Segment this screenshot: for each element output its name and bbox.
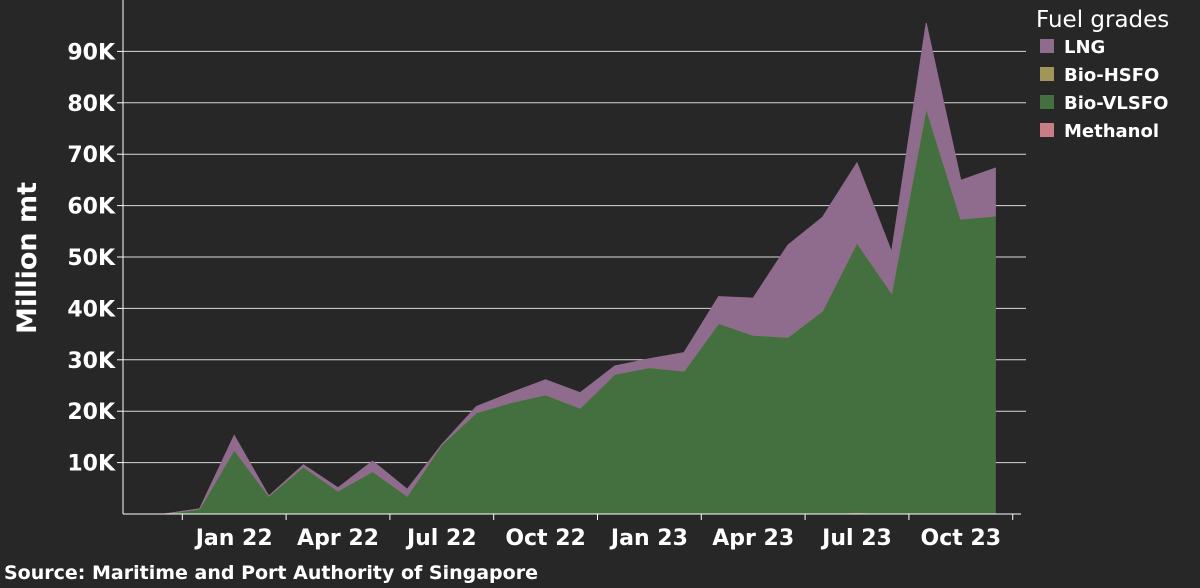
y-tick-label: 50K xyxy=(67,246,116,271)
area-lng xyxy=(164,22,996,515)
y-tick-label: 90K xyxy=(67,40,116,65)
y-axis-title: Million mt xyxy=(12,182,43,334)
x-tick-label: Apr 23 xyxy=(712,526,794,551)
x-tick-label: Jul 23 xyxy=(820,526,892,551)
y-tick-label: 70K xyxy=(67,143,116,168)
legend-title: Fuel grades xyxy=(1036,7,1169,33)
legend-swatch xyxy=(1040,95,1054,109)
x-tick-label: Jul 22 xyxy=(405,526,477,551)
axes: 10K 20K 30K 40K 50K 60K 70K 80K 90K Jan 22 Apr 22 J… xyxy=(67,0,1021,551)
legend-swatch xyxy=(1040,67,1054,81)
legend-swatch xyxy=(1040,123,1054,137)
legend-entry: LNG xyxy=(1064,37,1105,58)
legend-swatch xyxy=(1040,39,1054,53)
gridlines xyxy=(123,50,1026,464)
y-tick-label: 20K xyxy=(67,400,116,425)
y-tick-label: 60K xyxy=(67,195,116,220)
legend-entry: Bio-HSFO xyxy=(1064,65,1159,86)
legend-entry: Bio-VLSFO xyxy=(1064,93,1168,114)
y-tick-label: 30K xyxy=(67,349,116,374)
x-tick-label: Jan 23 xyxy=(609,526,688,551)
y-tick-label: 80K xyxy=(67,92,116,117)
x-tick-label: Apr 22 xyxy=(297,526,379,551)
area-bio-vlsfo xyxy=(164,107,996,515)
legend-entry: Methanol xyxy=(1064,121,1159,142)
y-tick-label: 10K xyxy=(67,452,116,477)
x-tick-label: Oct 22 xyxy=(505,526,586,551)
source-note: Source: Maritime and Port Authority of S… xyxy=(4,562,538,584)
stacked-areas xyxy=(164,22,996,515)
x-tick-label: Jan 22 xyxy=(194,526,273,551)
y-tick-label: 40K xyxy=(67,297,116,322)
legend: Fuel grades LNG Bio-HSFO Bio-VLSFO Methanol xyxy=(1036,7,1169,142)
x-tick-label: Oct 23 xyxy=(921,526,1002,551)
